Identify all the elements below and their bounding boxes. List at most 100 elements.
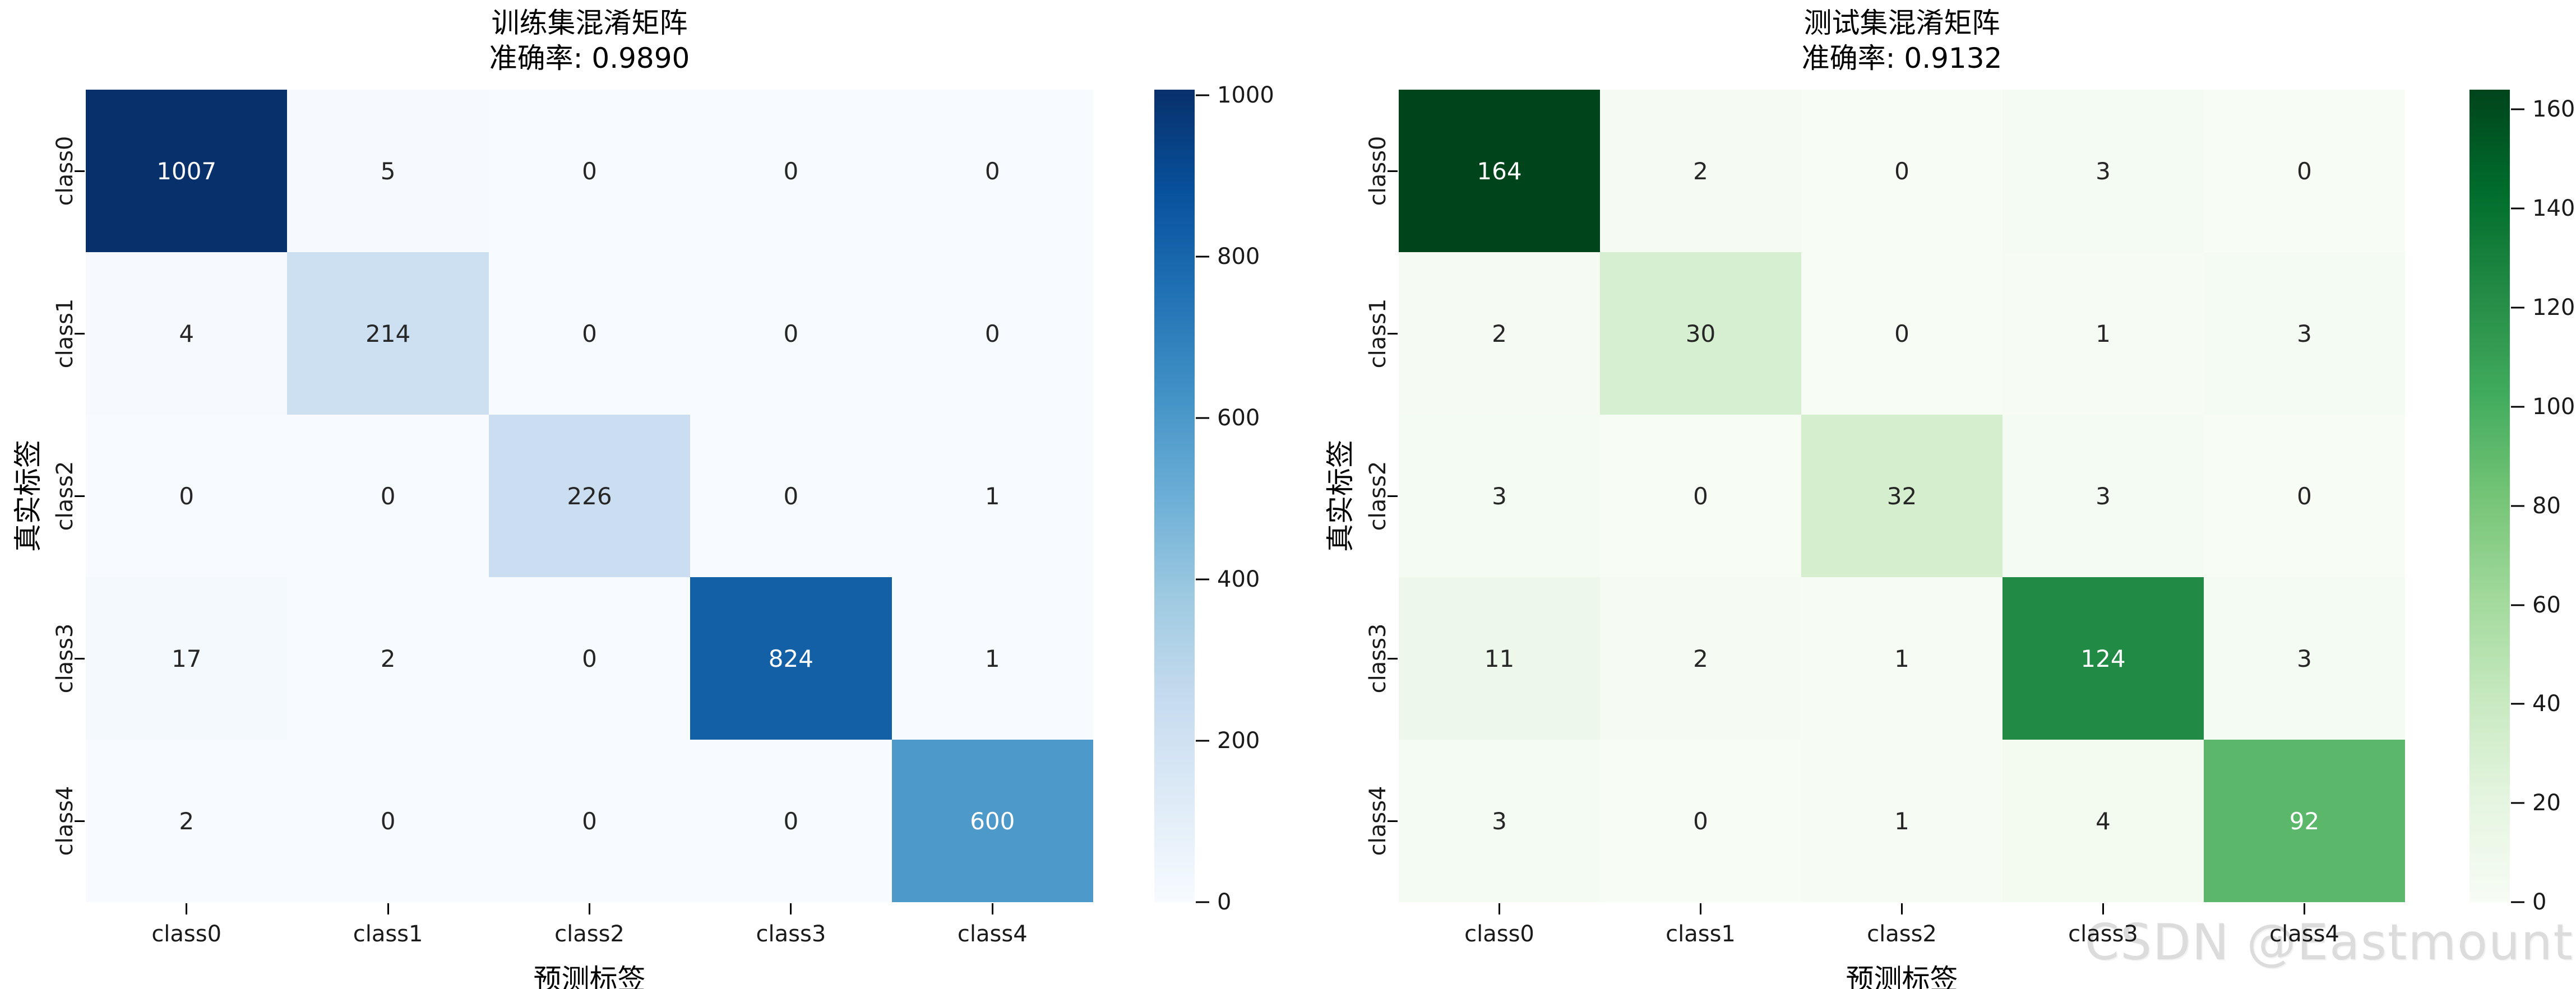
test-x-axis-label: 预测标签 <box>1846 963 1958 989</box>
test-colorbar: 0 20 40 60 80 100 120 140 160 <box>2469 90 2576 915</box>
train-chart-title: 训练集混淆矩阵 <box>491 7 688 39</box>
heatmap-cell: 3 <box>1399 740 1600 902</box>
test-y-axis-label: 真实标签 <box>1324 440 1357 552</box>
x-tick-label: class1 <box>353 921 423 947</box>
colorbar-tick-mark <box>2511 307 2524 309</box>
heatmap-cell: 1 <box>2002 252 2204 415</box>
heatmap-cell: 0 <box>690 252 892 415</box>
heatmap-cell: 0 <box>287 415 489 577</box>
heatmap-cell: 0 <box>488 90 691 252</box>
x-tick-mark <box>589 903 590 914</box>
colorbar-tick-mark <box>2511 802 2524 804</box>
colorbar-tick-label: 600 <box>1217 405 1260 431</box>
heatmap-cell: 0 <box>891 252 1093 415</box>
heatmap-cell: 0 <box>1801 90 2002 252</box>
x-tick-mark <box>1901 903 1903 914</box>
test-colorbar-gradient <box>2469 90 2510 902</box>
train-x-axis-label: 预测标签 <box>533 963 646 989</box>
heatmap-cell: 0 <box>2204 90 2405 252</box>
heatmap-cell: 0 <box>690 90 892 252</box>
heatmap-cell: 2 <box>1600 577 1801 740</box>
heatmap-cell: 3 <box>2002 415 2204 577</box>
heatmap-cell: 0 <box>1801 252 2002 415</box>
heatmap-cell: 0 <box>86 415 288 577</box>
colorbar-tick-label: 1000 <box>1217 82 1274 109</box>
heatmap-cell: 4 <box>2002 740 2204 902</box>
x-tick-label: class1 <box>1666 921 1736 947</box>
colorbar-tick-label: 160 <box>2532 96 2575 123</box>
x-tick-label: class4 <box>957 921 1028 947</box>
y-tick-mark <box>1388 332 1398 335</box>
colorbar-tick-mark <box>2511 505 2524 507</box>
heatmap-cell: 2 <box>1600 90 1801 252</box>
colorbar-tick-label: 120 <box>2532 295 2575 321</box>
colorbar-tick-label: 0 <box>2532 889 2547 915</box>
heatmap-cell: 3 <box>2002 90 2204 252</box>
heatmap-cell: 4 <box>86 252 288 415</box>
train-confusion-matrix-panel: 训练集混淆矩阵 准确率: 0.9890 真实标签 1007 5 0 0 0 4 214 0 0 0… <box>12 6 1274 989</box>
heatmap-cell: 3 <box>1399 415 1600 577</box>
heatmap-cell: 0 <box>891 90 1093 252</box>
heatmap-cell: 2 <box>1399 252 1600 415</box>
heatmap-cell: 11 <box>1399 577 1600 740</box>
heatmap-cell: 124 <box>2002 577 2204 740</box>
csdn-watermark: CSDN @Eastmount <box>2084 913 2574 971</box>
heatmap-cell: 0 <box>488 740 691 902</box>
y-tick-mark <box>75 820 85 822</box>
heatmap-cell: 0 <box>2204 415 2405 577</box>
test-accuracy-subtitle: 准确率: 0.9132 <box>1801 42 2002 75</box>
colorbar-tick-label: 80 <box>2532 493 2561 519</box>
heatmap-cell: 0 <box>1600 740 1801 902</box>
heatmap-cell: 0 <box>690 740 892 902</box>
x-tick-label: class3 <box>756 921 826 947</box>
colorbar-tick-mark <box>1196 901 1209 903</box>
test-confusion-matrix-panel: 测试集混淆矩阵 准确率: 0.9132 真实标签 164 2 0 3 0 2 30 0 1 3 3 0… <box>1288 0 2576 989</box>
heatmap-cell: 164 <box>1399 90 1600 252</box>
heatmap-cell: 5 <box>287 90 489 252</box>
colorbar-tick-mark <box>1196 256 1209 258</box>
colorbar-tick-mark <box>1196 417 1209 419</box>
colorbar-tick-label: 800 <box>1217 244 1260 270</box>
heatmap-cell: 0 <box>287 740 489 902</box>
x-tick-mark <box>1499 903 1500 914</box>
y-tick-mark <box>75 657 85 660</box>
colorbar-tick-label: 100 <box>2532 393 2575 420</box>
heatmap-cell: 30 <box>1600 252 1801 415</box>
heatmap-cell: 2 <box>287 577 489 740</box>
heatmap-cell: 0 <box>488 252 691 415</box>
y-tick-mark <box>1388 495 1398 497</box>
colorbar-tick-mark <box>1196 578 1209 581</box>
x-tick-label: class2 <box>1867 921 1937 947</box>
colorbar-tick-mark <box>2511 207 2524 210</box>
x-tick-label: class3 <box>2068 921 2138 947</box>
y-tick-mark <box>1388 657 1398 660</box>
y-tick-mark <box>75 332 85 335</box>
colorbar-tick-label: 40 <box>2532 691 2561 717</box>
x-tick-label: class0 <box>151 921 222 947</box>
colorbar-tick-label: 140 <box>2532 196 2575 222</box>
colorbar-tick-label: 20 <box>2532 790 2561 816</box>
x-tick-label: class2 <box>554 921 625 947</box>
y-tick-mark <box>1388 170 1398 172</box>
heatmap-cell: 3 <box>2204 252 2405 415</box>
train-title-block: 训练集混淆矩阵 准确率: 0.9890 <box>86 6 1093 76</box>
colorbar-tick-mark <box>2511 901 2524 903</box>
x-tick-mark <box>2304 903 2305 914</box>
heatmap-cell: 1007 <box>86 90 288 252</box>
x-tick-mark <box>387 903 389 914</box>
colorbar-tick-mark <box>2511 703 2524 705</box>
colorbar-tick-mark <box>1196 740 1209 742</box>
train-colorbar: 0 200 400 600 800 1000 <box>1154 82 1300 915</box>
x-tick-label: class0 <box>1464 921 1534 947</box>
heatmap-cell: 1 <box>891 577 1093 740</box>
train-heatmap-grid: 1007 5 0 0 0 4 214 0 0 0 0 0 226 0 1 17 2 0 824 1 2 0 0 0 600 <box>86 90 1093 902</box>
colorbar-tick-mark <box>2511 604 2524 606</box>
heatmap-cell: 1 <box>1801 740 2002 902</box>
heatmap-cell: 17 <box>86 577 288 740</box>
colorbar-tick-label: 60 <box>2532 592 2561 618</box>
test-heatmap-grid: 164 2 0 3 0 2 30 0 1 3 3 0 32 3 0 11 2 1 124 3 3 0 1 4 92 <box>1399 90 2405 902</box>
colorbar-tick-mark <box>2511 406 2524 408</box>
colorbar-tick-label: 400 <box>1217 567 1260 593</box>
heatmap-cell: 226 <box>488 415 691 577</box>
